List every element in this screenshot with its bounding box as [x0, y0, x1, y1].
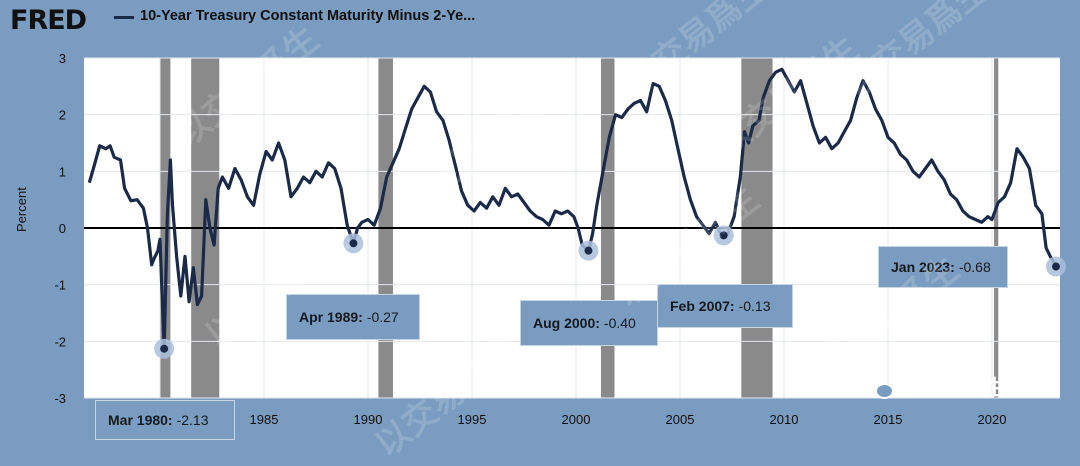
y-tick-label: 2 — [59, 108, 66, 123]
tooltip-value: -0.13 — [738, 298, 771, 314]
chart-title[interactable]: 10-Year Treasury Constant Maturity Minus… — [140, 8, 476, 24]
tooltip-value: -2.13 — [176, 412, 209, 428]
tooltip-value: -0.27 — [366, 309, 399, 325]
chart-header: FRED 10-Year Treasury Constant Maturity … — [0, 0, 1080, 36]
data-point — [719, 231, 728, 240]
fred-logo[interactable]: FRED — [10, 5, 87, 36]
y-tick-label: 0 — [59, 221, 66, 236]
data-point — [1052, 262, 1060, 271]
x-tick-label: 2005 — [666, 412, 695, 427]
x-tick-label: 2000 — [562, 412, 591, 427]
tooltip-value: -0.68 — [958, 259, 991, 275]
tooltip-mar-1980: Mar 1980: -2.13 — [95, 400, 235, 440]
series-legend-swatch — [114, 16, 134, 19]
tooltip-jan-2023: Jan 2023: -0.68 — [878, 246, 1008, 288]
x-tick-label: 2015 — [874, 412, 903, 427]
x-tick-label: 2010 — [770, 412, 799, 427]
data-point — [160, 344, 169, 353]
tooltip-aug-2000: Aug 2000: -0.40 — [520, 300, 658, 346]
x-tick-label: 1985 — [250, 412, 279, 427]
tooltip-value: -0.40 — [603, 315, 636, 331]
tooltip-date: Aug 2000: — [533, 315, 600, 331]
tooltip-date: Jan 2023: — [891, 259, 955, 275]
tooltip-apr-1989: Apr 1989: -0.27 — [286, 294, 420, 340]
tooltip-feb-2007: Feb 2007: -0.13 — [657, 284, 793, 328]
y-tick-label: 3 — [59, 51, 66, 66]
tooltip-date: Feb 2007: — [670, 298, 735, 314]
y-tick-label: -3 — [54, 391, 66, 406]
y-tick-label: 1 — [59, 164, 66, 179]
tooltip-date: Mar 1980: — [108, 412, 173, 428]
watermark-brand-text: 以交易爲生 — [900, 377, 1005, 400]
data-point — [349, 239, 358, 248]
x-tick-label: 1995 — [458, 412, 487, 427]
data-point — [584, 246, 593, 255]
series-line — [87, 67, 1058, 351]
watermark-brand: 以交易爲生 — [864, 372, 1005, 402]
x-tick-label: 1990 — [354, 412, 383, 427]
tooltip-date: Apr 1989: — [299, 309, 363, 325]
x-tick-label: 2020 — [978, 412, 1007, 427]
y-tick-label: -2 — [54, 334, 66, 349]
wechat-icon — [864, 375, 894, 399]
y-tick-label: -1 — [54, 278, 66, 293]
